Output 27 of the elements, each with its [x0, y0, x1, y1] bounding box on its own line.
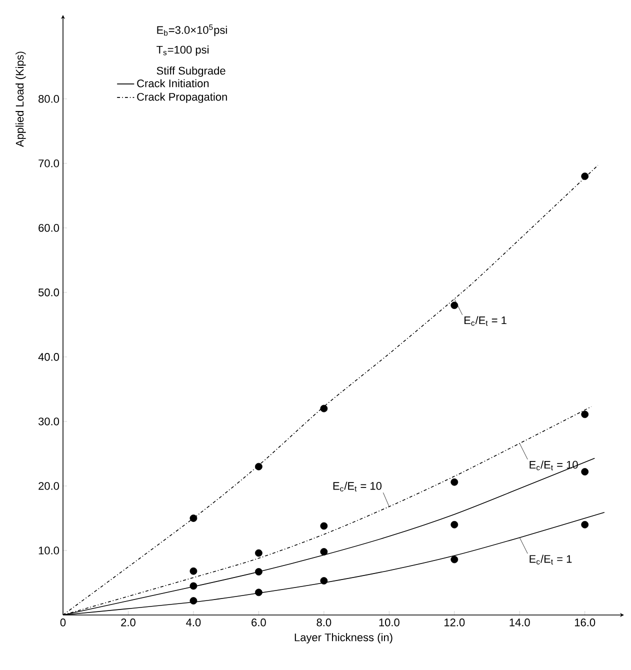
x-tick-label: 16.0: [574, 618, 596, 626]
y-tick-label: 40.0: [38, 353, 60, 361]
annotation: E$_{c}$/E$_{t}$ = 1: [530, 554, 572, 564]
x-tick-label: 2.0: [121, 618, 136, 626]
y-tick-label: 50.0: [38, 288, 60, 296]
x-tick-label: 6.0: [252, 618, 266, 626]
annotation: Stiff Subgrade: [156, 66, 226, 77]
x-axis-title: Layer Thickness (in): [294, 633, 392, 644]
x-tick-label: 10.0: [379, 618, 400, 626]
y-tick-label: 80.0: [38, 94, 60, 103]
y-axis-title: Applied Load (Kips): [16, 52, 26, 147]
legend-label: Crack Initiation: [137, 79, 209, 88]
y-tick-label: 70.0: [38, 160, 60, 168]
x-tick-label: 14.0: [510, 618, 530, 626]
y-tick-label: 30.0: [38, 418, 60, 426]
y-tick-label: 20.0: [38, 482, 60, 490]
y-tick-label: 60.0: [38, 224, 60, 232]
y-tick-label: 10.0: [38, 546, 60, 554]
annotation: E$_{c}$/E$_{t}$ = 1: [464, 316, 506, 326]
x-tick-label: 4.0: [186, 618, 201, 626]
annotation: T$_{s}$=100 psi: [156, 46, 209, 56]
x-tick-label: 12.0: [444, 618, 465, 626]
x-tick-label: 8.0: [316, 618, 332, 626]
legend-label: Crack Propagation: [137, 92, 227, 103]
annotation: E$_{c}$/E$_{t}$ = 10: [333, 482, 382, 492]
annotation: E$_{b}$=3.0×10$^{5}$psi: [157, 24, 227, 36]
x-tick-label: 0: [60, 618, 66, 626]
